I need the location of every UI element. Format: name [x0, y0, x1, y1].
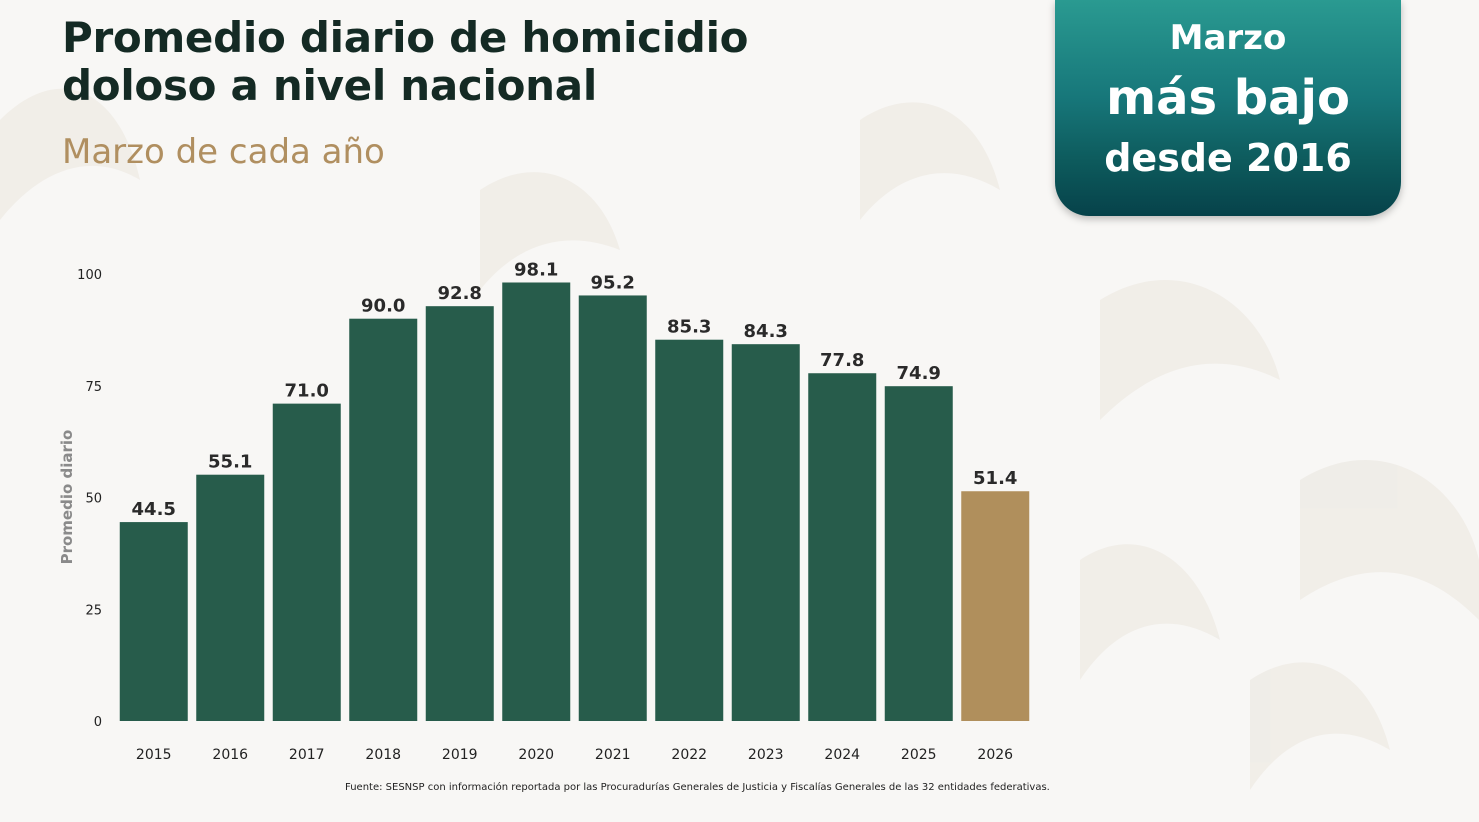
x-tick-label: 2016 [212, 747, 248, 763]
badge-line-2: más bajo [1106, 70, 1350, 126]
badge-line-1: Marzo [1169, 18, 1287, 58]
bars [119, 282, 1030, 721]
bar-2021 [578, 295, 647, 721]
bar-value-label: 85.3 [667, 317, 711, 338]
bar-value-label: 51.4 [973, 468, 1017, 489]
page-subtitle: Marzo de cada año [62, 132, 385, 172]
bar-value-label: 77.8 [820, 350, 864, 371]
y-tick-label: 0 [94, 715, 102, 730]
x-tick-label: 2026 [977, 747, 1013, 763]
source-note: Fuente: SESNSP con información reportada… [345, 782, 1050, 793]
y-tick-label: 75 [85, 380, 102, 395]
bar-value-label: 84.3 [744, 321, 788, 342]
bar-value-label: 90.0 [361, 296, 405, 317]
y-tick-label: 25 [85, 603, 102, 618]
x-tick-label: 2017 [289, 747, 325, 763]
bar-2024 [808, 373, 877, 721]
bar-value-label: 95.2 [591, 272, 635, 293]
x-tick-label: 2018 [365, 747, 401, 763]
highlight-badge: Marzo más bajo desde 2016 [1055, 0, 1401, 216]
badge-line-3: desde 2016 [1104, 136, 1352, 180]
bar-value-label: 74.9 [897, 363, 941, 384]
bar-2019 [425, 306, 494, 721]
bar-value-label: 98.1 [514, 259, 558, 280]
bar-2018 [349, 318, 418, 721]
bar-2025 [884, 386, 953, 721]
bar-2022 [655, 339, 724, 721]
x-tick-label: 2015 [136, 747, 172, 763]
x-axis-ticks: 2015 2016 2017 2018 2019 2020 2021 2022 2023 2024… [136, 747, 1013, 763]
bar-value-label: 55.1 [208, 452, 252, 473]
bar-value-label: 71.0 [285, 381, 329, 402]
title-line-2: doloso a nivel nacional [62, 61, 597, 110]
bar-2026 [961, 491, 1030, 721]
y-axis-ticks: 0 25 50 75 100 [77, 268, 102, 730]
y-tick-label: 100 [77, 268, 102, 283]
bar-2017 [272, 403, 341, 721]
bar-2023 [731, 344, 800, 721]
bar-2020 [502, 282, 571, 721]
bar-2016 [196, 474, 265, 721]
x-tick-label: 2025 [901, 747, 937, 763]
x-tick-label: 2024 [824, 747, 860, 763]
y-axis-label: Promedio diario [58, 430, 76, 565]
y-tick-label: 50 [85, 492, 102, 507]
bar-value-label: 44.5 [132, 499, 176, 520]
bar-value-labels: 44.5 55.1 71.0 90.0 92.8 98.1 95.2 85.3 84.3 77.8… [132, 259, 1018, 520]
x-tick-label: 2021 [595, 747, 631, 763]
x-tick-label: 2020 [518, 747, 554, 763]
x-tick-label: 2019 [442, 747, 478, 763]
bar-value-label: 92.8 [438, 283, 482, 304]
x-tick-label: 2022 [671, 747, 707, 763]
title-line-1: Promedio diario de homicidio [62, 13, 749, 62]
x-tick-label: 2023 [748, 747, 784, 763]
page-title: Promedio diario de homicidio doloso a ni… [62, 13, 749, 110]
bar-2015 [119, 522, 188, 721]
